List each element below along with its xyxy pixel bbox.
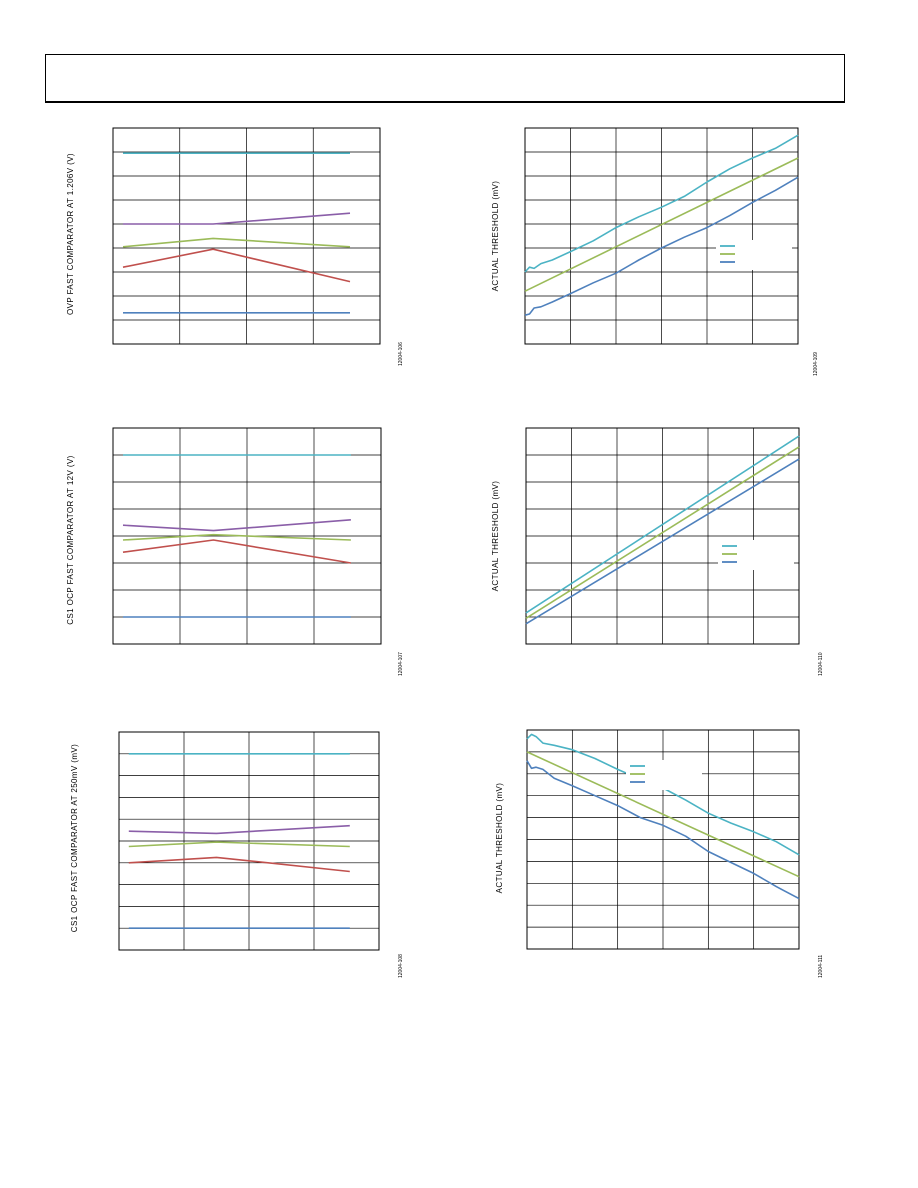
cs1-ocp-12v-chart: CS1 OCP FAST COMPARATOR AT 12V (V) 12004… bbox=[66, 427, 404, 676]
series-line-green bbox=[122, 237, 351, 248]
series-line-purple bbox=[123, 212, 351, 225]
series-line-green bbox=[524, 157, 799, 292]
legend bbox=[718, 540, 794, 570]
series-line-purple bbox=[128, 824, 350, 835]
y-axis-label: ACTUAL THRESHOLD (mV) bbox=[495, 783, 504, 894]
figure-code: 12004-107 bbox=[398, 652, 404, 676]
figure-code: 12004-110 bbox=[818, 652, 824, 676]
page-header-box bbox=[45, 54, 845, 103]
legend-background bbox=[716, 240, 792, 270]
y-axis-label: CS1 OCP FAST COMPARATOR AT 250mV (mV) bbox=[70, 744, 79, 932]
figure-code: 12004-106 bbox=[398, 342, 404, 366]
series-line-teal bbox=[525, 435, 800, 614]
y-axis-label: ACTUAL THRESHOLD (mV) bbox=[491, 181, 500, 292]
series-line-red bbox=[122, 539, 352, 564]
legend-background bbox=[626, 760, 702, 790]
legend bbox=[626, 760, 702, 790]
series-line-green bbox=[128, 841, 350, 848]
series-line-purple bbox=[122, 519, 351, 532]
legend bbox=[716, 240, 792, 270]
y-axis-label: CS1 OCP FAST COMPARATOR AT 12V (V) bbox=[66, 455, 75, 625]
series-line-blue bbox=[526, 760, 800, 900]
series-line-green bbox=[525, 446, 800, 619]
actual-threshold-chart-top: ACTUAL THRESHOLD (mV) 12004-109 bbox=[491, 127, 819, 376]
series-line-green bbox=[122, 533, 351, 541]
legend-background bbox=[718, 540, 794, 570]
actual-threshold-chart-middle: ACTUAL THRESHOLD (mV) 12004-110 bbox=[491, 427, 824, 676]
figure-code: 12004-111 bbox=[818, 955, 824, 978]
actual-threshold-chart-bottom: ACTUAL THRESHOLD (mV) 12004-111 bbox=[495, 729, 824, 978]
series-line-red bbox=[122, 248, 351, 283]
figure-code: 12004-108 bbox=[398, 954, 404, 978]
figure-code: 12004-109 bbox=[813, 352, 819, 376]
cs1-ocp-250mv-chart: CS1 OCP FAST COMPARATOR AT 250mV (mV) 12… bbox=[70, 731, 404, 978]
ovp-comparator-chart: OVP FAST COMPARATOR AT 1.206V (V) 12004-… bbox=[66, 127, 404, 366]
y-axis-label: ACTUAL THRESHOLD (mV) bbox=[491, 481, 500, 592]
series-line-red bbox=[128, 856, 350, 873]
series-line-blue bbox=[525, 458, 800, 625]
y-axis-label: OVP FAST COMPARATOR AT 1.206V (V) bbox=[66, 153, 75, 315]
series-line-blue bbox=[524, 176, 799, 316]
series-line-teal bbox=[524, 134, 799, 273]
series-line-green bbox=[526, 751, 800, 878]
